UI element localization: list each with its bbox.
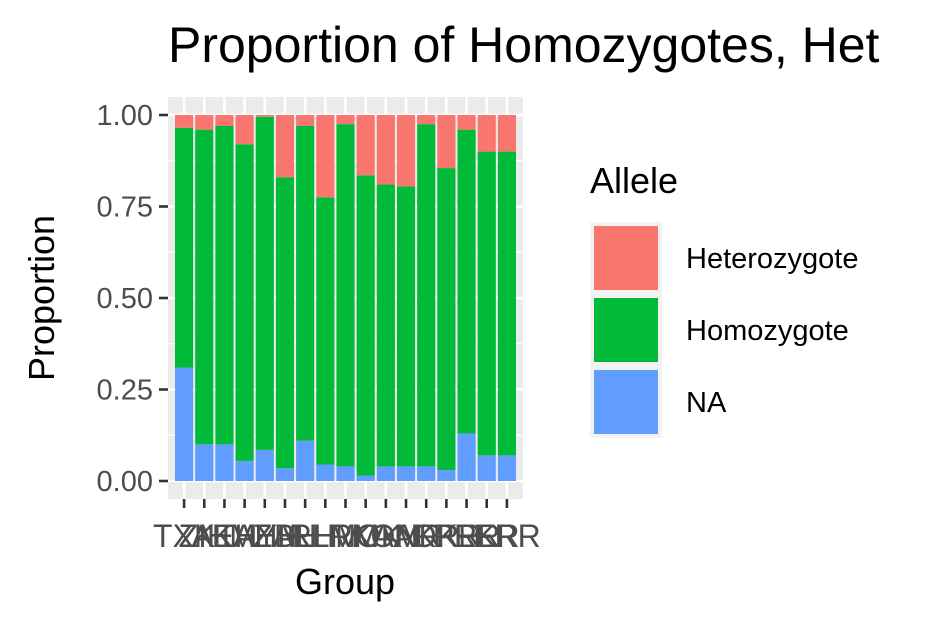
x-tick-label-lrm: LRM	[312, 518, 380, 554]
x-tick-label-prr: PRR	[433, 518, 501, 554]
x-tick-label-mok: MOK	[329, 518, 402, 554]
bar-na-blh	[296, 440, 315, 481]
bar-heterozygote-mok	[356, 115, 375, 176]
bar-heterozygote-txk	[175, 115, 194, 128]
bar-na-lrm	[336, 466, 355, 481]
y-tick-label: 0.75	[97, 192, 153, 224]
bar-heterozygote-err	[497, 115, 516, 152]
x-tick-label-blh: BLH	[274, 518, 336, 554]
bar-homozygote-rhm	[316, 197, 335, 465]
bar-na-prr	[457, 433, 476, 481]
y-tick-label: 0.50	[97, 283, 153, 315]
legend-label-homozygote: Homozygote	[686, 315, 849, 347]
x-tick-label-akr: AKR	[393, 518, 459, 554]
bar-heterozygote-okr	[437, 115, 456, 169]
y-axis-title: Proportion	[21, 215, 62, 381]
bar-homozygote-ekr	[477, 151, 496, 456]
bar-na-kah	[235, 460, 254, 481]
legend-title: Allele	[590, 160, 678, 201]
legend-swatch-heterozygote	[594, 226, 658, 290]
bar-heterozygote-kam	[376, 115, 395, 185]
bar-na-aeh	[215, 444, 234, 481]
bar-heterozygote-rhm	[316, 115, 335, 198]
legend-label-na: NA	[686, 387, 727, 419]
bar-homozygote-blh	[296, 125, 315, 441]
bar-heterozygote-zah	[275, 115, 295, 178]
x-tick-label-kah: KAH	[212, 518, 278, 554]
x-tick-label-myh: MYH	[229, 518, 300, 554]
y-tick-label: 0.00	[97, 466, 153, 498]
bar-na-okr	[437, 470, 456, 481]
bar-homozygote-err	[497, 151, 516, 456]
bar-heterozygote-akr	[417, 115, 436, 125]
bar-na-rhm	[316, 464, 335, 481]
y-tick-label: 1.00	[97, 100, 153, 132]
bar-na-akr	[417, 466, 436, 481]
bar-homozygote-kah	[235, 144, 254, 461]
bar-heterozygote-aeh	[215, 115, 234, 126]
bar-heterozygote-lrm	[336, 115, 355, 125]
bar-heterozygote-onr	[396, 115, 416, 187]
x-tick-label-zah: ZAH	[253, 518, 317, 554]
bar-na-txk	[175, 367, 194, 481]
x-tick-label-zih: ZIH	[178, 518, 230, 554]
x-tick-label-aeh: AEH	[192, 518, 258, 554]
bar-homozygote-mok	[356, 175, 375, 476]
bar-na-onr	[396, 466, 416, 481]
legend: Allele Heterozygote Homozygote NA	[590, 160, 859, 438]
legend-label-heterozygote: Heterozygote	[686, 243, 859, 275]
bar-na-myh	[255, 449, 274, 481]
bar-na-zih	[195, 444, 214, 481]
bars-group	[175, 115, 516, 481]
bar-heterozygote-kah	[235, 115, 254, 145]
bar-homozygote-myh	[255, 116, 274, 450]
bar-homozygote-prr	[457, 129, 476, 434]
x-tick-label-onr: ONR	[370, 518, 441, 554]
bar-na-mok	[356, 475, 375, 481]
bar-homozygote-akr	[417, 124, 436, 467]
y-axis: 0.00 0.25 0.50 0.75 1.00	[97, 100, 168, 498]
x-tick-label-txk: TXK	[153, 518, 215, 554]
bar-homozygote-okr	[437, 168, 456, 471]
legend-swatch-homozygote	[594, 298, 658, 362]
x-tick-label-ekr: EKR	[454, 518, 520, 554]
bar-homozygote-kam	[376, 184, 395, 467]
bar-heterozygote-prr	[457, 115, 476, 130]
chart-title: Proportion of Homozygotes, Het	[168, 17, 880, 73]
x-axis: TXKZIHAEHKAHMYHZAHBLHRHMLRMMOKKAMONRAKRO…	[153, 499, 541, 554]
y-tick-label: 0.25	[97, 375, 153, 407]
x-tick-label-err: ERR	[473, 518, 541, 554]
x-tick-label-kam: KAM	[351, 518, 420, 554]
bar-heterozygote-zih	[195, 115, 214, 130]
bar-homozygote-txk	[175, 127, 194, 368]
bar-heterozygote-myh	[255, 115, 274, 117]
bar-na-kam	[376, 466, 395, 481]
bar-homozygote-zah	[275, 177, 295, 469]
bar-homozygote-zih	[195, 129, 214, 445]
x-tick-label-okr: OKR	[412, 518, 481, 554]
bar-homozygote-lrm	[336, 124, 355, 467]
bar-heterozygote-ekr	[477, 115, 496, 152]
bar-na-err	[497, 455, 516, 481]
x-axis-title: Group	[295, 561, 395, 602]
bar-heterozygote-blh	[296, 115, 315, 126]
bar-homozygote-aeh	[215, 125, 234, 445]
legend-swatch-na	[594, 370, 658, 434]
x-tick-label-rhm: RHM	[289, 518, 362, 554]
bar-na-zah	[275, 468, 295, 481]
bar-homozygote-onr	[396, 186, 416, 467]
bar-na-ekr	[477, 455, 496, 481]
